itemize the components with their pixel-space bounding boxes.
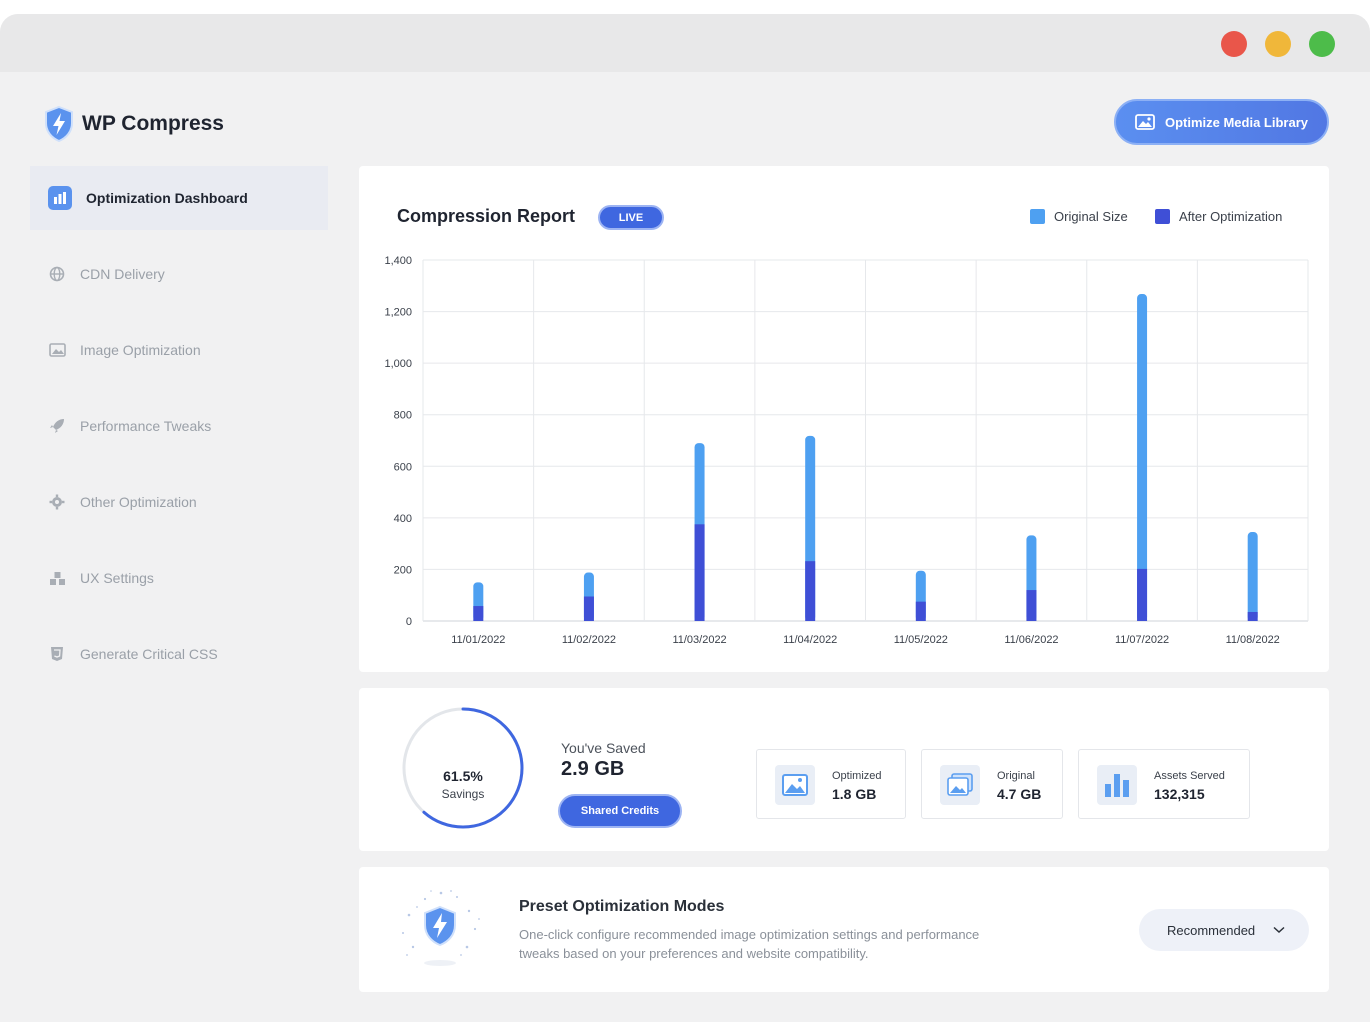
bar-after-optimization xyxy=(583,596,594,621)
sidebar-item-ux-settings[interactable]: UX Settings xyxy=(30,546,328,610)
compression-chart: 0 200 400 600 800 1,000 1,200 1,400 11/01/2022 11… xyxy=(384,255,1309,646)
stat-label: Optimized xyxy=(832,770,882,782)
bar-after-optimization xyxy=(805,561,816,621)
title-bar xyxy=(0,14,1370,72)
preset-optimization-card: Preset Optimization Modes One-click conf… xyxy=(359,867,1329,992)
sidebar-item-label: Performance Tweaks xyxy=(80,418,212,434)
y-tick-label: 0 xyxy=(406,616,412,628)
rocket-icon xyxy=(48,417,66,435)
bar-after-optimization xyxy=(1247,611,1258,621)
chevron-down-icon xyxy=(1273,926,1285,934)
sidebar-item-cdn-delivery[interactable]: CDN Delivery xyxy=(30,242,328,306)
image-icon xyxy=(1135,114,1155,130)
maximize-window-button[interactable] xyxy=(1309,31,1335,57)
stat-value: 132,315 xyxy=(1154,786,1205,802)
savings-percentage: 61.5% xyxy=(443,768,483,784)
optimize-media-library-button[interactable]: Optimize Media Library xyxy=(1114,99,1329,145)
x-tick-label: 11/03/2022 xyxy=(672,634,726,646)
legend-original-size[interactable]: Original Size xyxy=(1030,209,1128,224)
sidebar-item-label: Other Optimization xyxy=(80,494,197,510)
y-tick-label: 600 xyxy=(394,461,412,473)
gear-icon xyxy=(48,493,66,511)
bar-after-optimization xyxy=(1026,590,1037,621)
stat-box-original: Original 4.7 GB xyxy=(921,749,1063,819)
globe-icon xyxy=(48,265,66,283)
sidebar-item-generate-critical-css[interactable]: Generate Critical CSS xyxy=(30,622,328,686)
sidebar-item-label: UX Settings xyxy=(80,570,154,586)
brand-logo: WP Compress xyxy=(44,106,224,142)
app-window: WP Compress Optimize Media Library Optim… xyxy=(0,14,1370,1022)
sidebar-item-performance-tweaks[interactable]: Performance Tweaks xyxy=(30,394,328,458)
y-tick-label: 1,000 xyxy=(384,358,412,370)
stat-box-optimized: Optimized 1.8 GB xyxy=(756,749,906,819)
stat-label: Original xyxy=(997,770,1035,782)
x-tick-label: 11/08/2022 xyxy=(1226,634,1280,646)
x-tick-label: 11/04/2022 xyxy=(783,634,837,646)
bar-after-optimization xyxy=(694,524,705,621)
savings-label: Savings xyxy=(441,787,485,801)
shield-bolt-icon xyxy=(402,890,480,966)
bar-after-optimization xyxy=(915,601,926,621)
shared-credits-button[interactable]: Shared Credits xyxy=(558,794,682,828)
live-badge: LIVE xyxy=(598,205,664,230)
y-tick-label: 1,200 xyxy=(384,307,412,319)
bar-after-optimization xyxy=(473,606,484,621)
saved-value: 2.9 GB xyxy=(561,758,625,780)
cubes-icon xyxy=(48,569,66,587)
savings-gauge xyxy=(402,707,524,829)
css-icon xyxy=(48,645,66,663)
preset-description: One-click configure recommended image op… xyxy=(519,927,980,961)
close-window-button[interactable] xyxy=(1221,31,1247,57)
x-tick-label: 11/05/2022 xyxy=(894,634,948,646)
legend-label: After Optimization xyxy=(1179,209,1283,224)
image-icon xyxy=(775,765,815,805)
bar-original-size xyxy=(1137,294,1148,621)
bar-after-optimization xyxy=(1137,568,1148,621)
y-tick-label: 1,400 xyxy=(384,255,412,267)
bar-original-size xyxy=(1247,532,1258,621)
dropdown-selected-value: Recommended xyxy=(1167,922,1256,938)
stat-box-assets-served: Assets Served 132,315 xyxy=(1078,749,1250,819)
legend-after-optimization[interactable]: After Optimization xyxy=(1155,209,1282,224)
stat-value: 4.7 GB xyxy=(997,786,1042,802)
sidebar-item-label: CDN Delivery xyxy=(80,266,165,282)
y-tick-label: 200 xyxy=(394,564,412,576)
optimize-button-label: Optimize Media Library xyxy=(1164,114,1309,130)
sidebar-item-label: Optimization Dashboard xyxy=(86,190,248,206)
saved-label: You've Saved xyxy=(561,740,646,756)
bar-chart-icon xyxy=(48,186,72,210)
sidebar-item-label: Image Optimization xyxy=(80,342,201,358)
bar-chart-icon xyxy=(1097,765,1137,805)
sidebar-item-label: Generate Critical CSS xyxy=(80,646,218,662)
report-title: Compression Report xyxy=(397,206,576,226)
y-tick-label: 800 xyxy=(394,410,412,422)
x-tick-label: 11/02/2022 xyxy=(562,634,616,646)
compression-report-card: 0 200 400 600 800 1,000 1,200 1,400 11/01/2022 11… xyxy=(359,166,1329,672)
images-icon xyxy=(940,765,980,805)
preset-title: Preset Optimization Modes xyxy=(519,898,725,915)
minimize-window-button[interactable] xyxy=(1265,31,1291,57)
x-tick-label: 11/07/2022 xyxy=(1115,634,1169,646)
sidebar-item-other-optimization[interactable]: Other Optimization xyxy=(30,470,328,534)
shield-bolt-icon xyxy=(45,106,73,142)
legend-label: Original Size xyxy=(1054,209,1128,224)
stat-label: Assets Served xyxy=(1154,770,1225,782)
brand-name: WP Compress xyxy=(82,112,224,135)
sidebar: Optimization Dashboard CDN Delivery Imag… xyxy=(30,166,328,698)
preset-mode-dropdown[interactable]: Recommended xyxy=(1139,909,1309,951)
savings-stats-card: 61.5% Savings You've Saved 2.9 GB Shared… xyxy=(359,688,1329,851)
stat-value: 1.8 GB xyxy=(832,786,877,802)
sidebar-item-optimization-dashboard[interactable]: Optimization Dashboard xyxy=(30,166,328,230)
sidebar-item-image-optimization[interactable]: Image Optimization xyxy=(30,318,328,382)
x-tick-label: 11/01/2022 xyxy=(451,634,505,646)
image-icon xyxy=(48,341,66,359)
x-tick-label: 11/06/2022 xyxy=(1004,634,1058,646)
legend-swatch-original xyxy=(1030,209,1045,224)
legend-swatch-after xyxy=(1155,209,1170,224)
y-tick-label: 400 xyxy=(394,513,412,525)
